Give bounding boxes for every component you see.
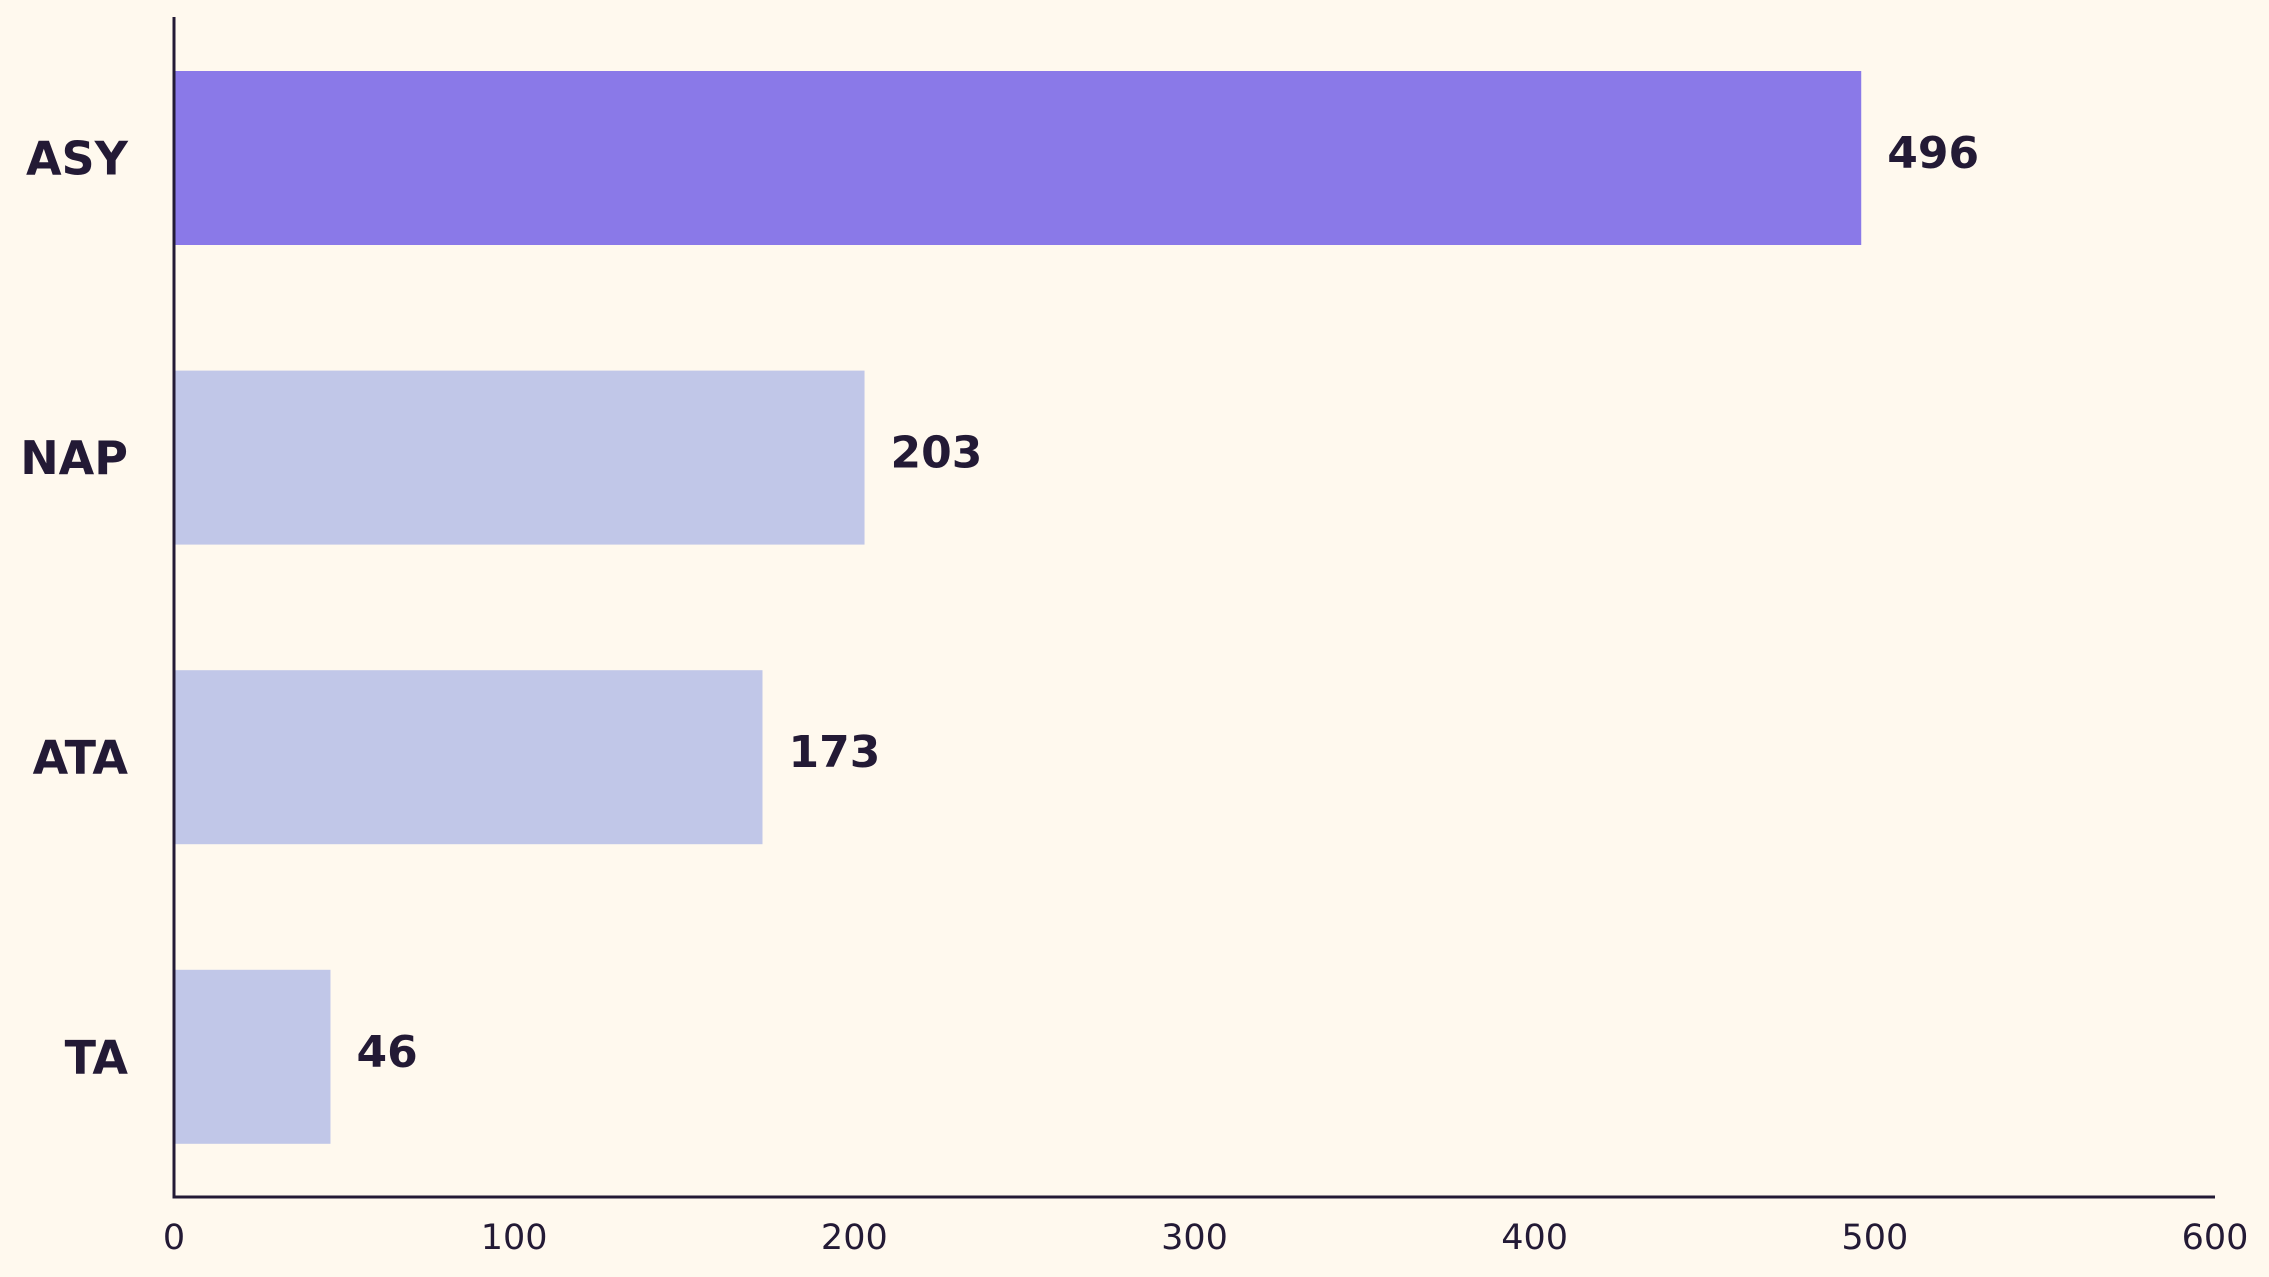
value-label: 496 xyxy=(1887,128,1979,179)
bar xyxy=(174,370,865,545)
value-label: 203 xyxy=(891,428,983,479)
x-tick-label: 100 xyxy=(481,1218,548,1258)
bar xyxy=(174,71,1862,245)
value-label: 46 xyxy=(356,1027,417,1078)
value-label: 173 xyxy=(788,727,880,778)
x-tick-label: 0 xyxy=(163,1218,185,1258)
bar xyxy=(174,670,763,845)
y-tick-label: NAP xyxy=(20,431,128,485)
x-tick-label: 400 xyxy=(1501,1218,1568,1258)
x-tick-label: 200 xyxy=(821,1218,888,1258)
x-tick-label: 300 xyxy=(1161,1218,1228,1258)
x-tick-label: 600 xyxy=(2182,1218,2249,1258)
y-tick-label: TA xyxy=(65,1030,129,1084)
x-tick-label: 500 xyxy=(1841,1218,1908,1258)
bar xyxy=(174,969,331,1144)
y-tick-label: ASY xyxy=(26,132,129,186)
y-tick-label: ATA xyxy=(33,731,129,785)
